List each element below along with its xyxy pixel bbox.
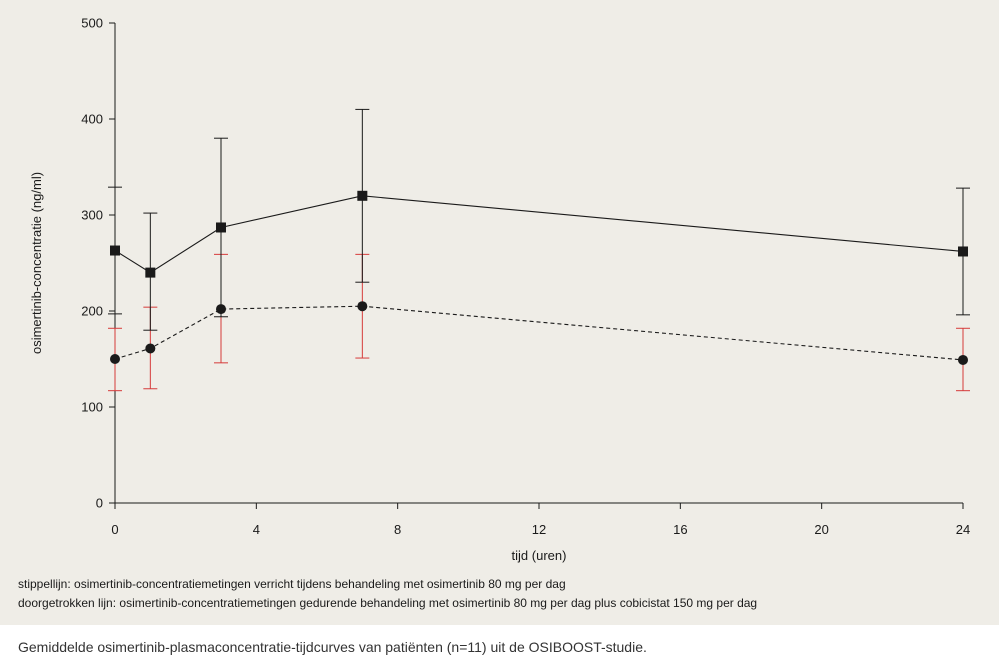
circle-marker: [958, 354, 968, 365]
series-lines: [114, 195, 964, 361]
figure-panel: 0 100 200 300 400 500 0 4 8 12 16 20 24 tijd (uren) …: [0, 0, 999, 625]
square-marker: [357, 190, 368, 201]
circle-marker: [110, 354, 120, 364]
circle-marker: [145, 343, 156, 354]
square-marker: [216, 222, 226, 233]
square-marker: [110, 245, 120, 256]
dashed-line-note: stippellijn: osimertinib-concentratiemet…: [18, 577, 566, 591]
y-tick-label: 200: [81, 304, 103, 319]
solid-line-note: doorgetrokken lijn: osimertinib-concentr…: [18, 596, 758, 610]
error-bars: [108, 108, 970, 392]
x-tick-label: 12: [532, 522, 546, 537]
square-marker: [145, 267, 156, 278]
x-tick-label: 24: [956, 522, 970, 537]
circle-marker: [216, 304, 226, 315]
circle-marker: [357, 301, 368, 312]
y-tick-label: 400: [81, 112, 103, 127]
x-tick-label: 8: [394, 522, 401, 537]
y-tick-label: 100: [81, 400, 103, 415]
x-axis-title: tijd (uren): [512, 548, 567, 563]
x-tick-label: 0: [111, 522, 118, 537]
axes: 0 100 200 300 400 500 0 4 8 12 16 20 24: [81, 16, 970, 538]
y-tick-label: 0: [96, 496, 103, 511]
x-tick-label: 16: [673, 522, 687, 537]
y-tick-label: 300: [81, 208, 103, 223]
x-tick-label: 4: [253, 522, 260, 537]
y-tick-label: 500: [81, 16, 103, 31]
series-markers: [110, 190, 968, 365]
x-tick-label: 20: [814, 522, 828, 537]
solid-series-line: [114, 195, 964, 274]
figure-caption: Gemiddelde osimertinib-plasmaconcentrati…: [18, 639, 647, 655]
dashed-series-line: [114, 305, 964, 361]
y-axis-title: osimertinib-concentratie (ng/ml): [29, 172, 44, 354]
square-marker: [958, 246, 968, 257]
